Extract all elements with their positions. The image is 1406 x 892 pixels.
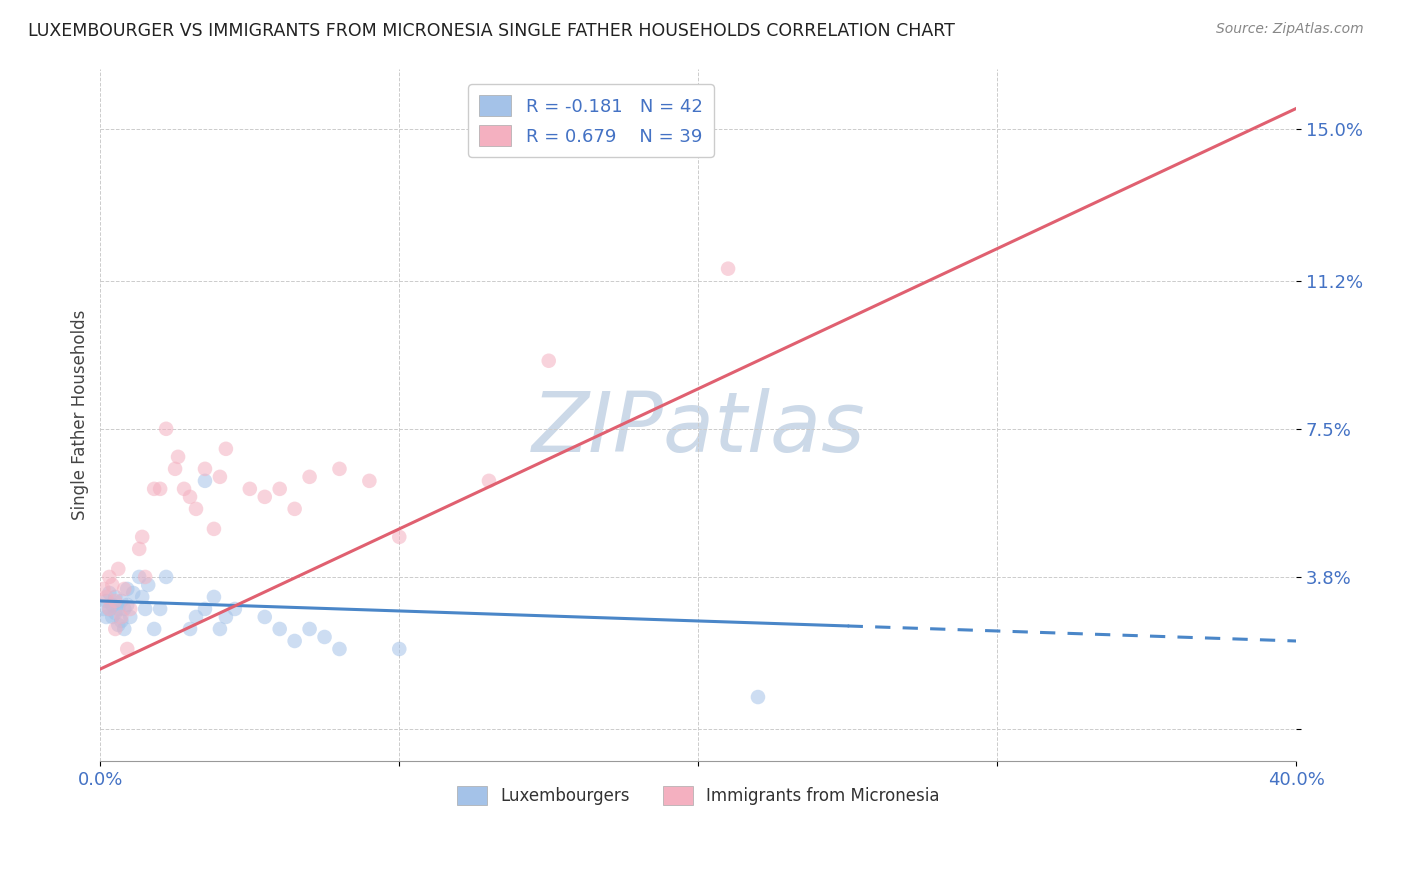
Point <box>91 582 114 596</box>
Point <box>269 482 291 496</box>
Y-axis label: Single Father Households: Single Father Households <box>72 310 89 520</box>
Point <box>298 470 321 484</box>
Point <box>101 598 124 612</box>
Point <box>112 602 135 616</box>
Point <box>107 618 129 632</box>
Point <box>284 634 307 648</box>
Text: LUXEMBOURGER VS IMMIGRANTS FROM MICRONESIA SINGLE FATHER HOUSEHOLDS CORRELATION : LUXEMBOURGER VS IMMIGRANTS FROM MICRONES… <box>28 22 955 40</box>
Legend: Luxembourgers, Immigrants from Micronesia: Luxembourgers, Immigrants from Micronesi… <box>447 776 949 815</box>
Point <box>155 570 177 584</box>
Point <box>110 610 132 624</box>
Point <box>136 578 159 592</box>
Point <box>149 602 172 616</box>
Point <box>91 602 114 616</box>
Point <box>96 610 118 624</box>
Point <box>143 622 166 636</box>
Point <box>194 462 217 476</box>
Point <box>239 482 262 496</box>
Point <box>537 353 560 368</box>
Point <box>478 474 501 488</box>
Point <box>98 602 121 616</box>
Point <box>747 690 769 704</box>
Point <box>104 622 127 636</box>
Point <box>96 594 118 608</box>
Point <box>104 590 127 604</box>
Point <box>184 610 207 624</box>
Point <box>96 590 118 604</box>
Point <box>215 610 238 624</box>
Point <box>104 594 127 608</box>
Point <box>120 610 142 624</box>
Point <box>134 602 156 616</box>
Point <box>120 602 142 616</box>
Point <box>202 522 225 536</box>
Point <box>173 482 195 496</box>
Point <box>101 578 124 592</box>
Point <box>155 422 177 436</box>
Point <box>134 570 156 584</box>
Point <box>143 482 166 496</box>
Point <box>202 590 225 604</box>
Text: Source: ZipAtlas.com: Source: ZipAtlas.com <box>1216 22 1364 37</box>
Point <box>359 474 381 488</box>
Point <box>110 614 132 628</box>
Point <box>224 602 246 616</box>
Point <box>104 606 127 620</box>
Point <box>167 450 190 464</box>
Point <box>298 622 321 636</box>
Point <box>388 530 411 544</box>
Point <box>208 470 231 484</box>
Point <box>179 622 201 636</box>
Point <box>253 490 276 504</box>
Point <box>131 530 153 544</box>
Point <box>184 501 207 516</box>
Point <box>269 622 291 636</box>
Point <box>112 622 135 636</box>
Point <box>107 562 129 576</box>
Point <box>122 586 145 600</box>
Point <box>98 602 121 616</box>
Point <box>253 610 276 624</box>
Point <box>131 590 153 604</box>
Point <box>194 474 217 488</box>
Point <box>117 582 139 596</box>
Point <box>194 602 217 616</box>
Point <box>179 490 201 504</box>
Point <box>128 541 150 556</box>
Point <box>328 462 350 476</box>
Point <box>117 642 139 657</box>
Point <box>284 501 307 516</box>
Point <box>165 462 187 476</box>
Point <box>110 594 132 608</box>
Point <box>149 482 172 496</box>
Text: ZIPatlas: ZIPatlas <box>531 388 865 469</box>
Point <box>208 622 231 636</box>
Point <box>328 642 350 657</box>
Point <box>128 570 150 584</box>
Point <box>98 570 121 584</box>
Point <box>98 586 121 600</box>
Point <box>101 610 124 624</box>
Point <box>717 261 740 276</box>
Point <box>107 602 129 616</box>
Point <box>112 582 135 596</box>
Point <box>117 598 139 612</box>
Point <box>215 442 238 456</box>
Point <box>314 630 336 644</box>
Point <box>388 642 411 657</box>
